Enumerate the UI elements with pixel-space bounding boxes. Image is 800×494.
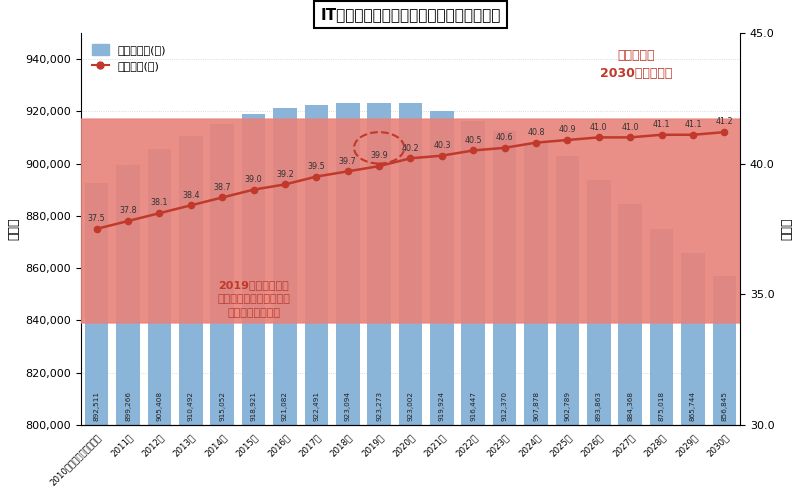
Text: 41.1: 41.1 (653, 120, 670, 129)
Bar (210, 124, 234, 494)
Text: 875,018: 875,018 (658, 391, 665, 421)
Text: 40.5: 40.5 (465, 136, 482, 145)
Bar (336, 103, 359, 494)
Text: 884,368: 884,368 (627, 391, 633, 421)
Text: 40.6: 40.6 (496, 133, 514, 142)
Text: 41.0: 41.0 (622, 123, 639, 131)
Text: 902,789: 902,789 (565, 391, 570, 421)
Text: 907,878: 907,878 (533, 391, 539, 421)
Bar (524, 143, 548, 494)
Text: 918,921: 918,921 (250, 391, 257, 421)
Text: 892,511: 892,511 (94, 391, 100, 421)
Text: 39.9: 39.9 (370, 151, 388, 161)
Text: 41.2: 41.2 (715, 118, 733, 126)
Bar (713, 276, 736, 494)
Text: 856,845: 856,845 (722, 391, 727, 421)
Text: 922,491: 922,491 (314, 391, 319, 421)
Text: 919,924: 919,924 (439, 391, 445, 421)
Text: 38.1: 38.1 (150, 199, 168, 207)
Y-axis label: （歳）: （歳） (780, 218, 793, 240)
Bar (650, 229, 674, 494)
Text: 41.0: 41.0 (590, 123, 607, 131)
Text: 39.2: 39.2 (276, 169, 294, 179)
Bar (398, 103, 422, 494)
Bar (242, 114, 266, 494)
Text: 37.8: 37.8 (119, 206, 137, 215)
Bar (273, 108, 297, 494)
Bar (681, 253, 705, 494)
Bar (430, 112, 454, 494)
Bar (367, 103, 391, 494)
Text: 39.5: 39.5 (307, 162, 326, 171)
Text: 39.7: 39.7 (339, 157, 357, 165)
Legend: 供給人材数(人), 平均年齢(歳): 供給人材数(人), 平均年齢(歳) (86, 39, 172, 77)
Bar (462, 121, 485, 494)
Text: 899,266: 899,266 (125, 391, 131, 421)
Text: 37.5: 37.5 (88, 214, 106, 223)
Text: 916,447: 916,447 (470, 391, 476, 421)
Bar (556, 156, 579, 494)
Bar (179, 136, 202, 494)
Text: 40.8: 40.8 (527, 128, 545, 137)
Bar (85, 183, 109, 494)
Y-axis label: 人材数: 人材数 (7, 218, 20, 240)
Text: 910,492: 910,492 (188, 391, 194, 421)
Title: IT人材の供給動向の予測と平均年齢の推移: IT人材の供給動向の予測と平均年齢の推移 (320, 7, 501, 22)
Text: 38.4: 38.4 (182, 191, 199, 200)
Text: 38.7: 38.7 (214, 183, 231, 192)
FancyArrow shape (0, 119, 800, 323)
Text: 923,273: 923,273 (376, 391, 382, 421)
Text: 平均年齢は
2030年まで上昇: 平均年齢は 2030年まで上昇 (600, 49, 673, 80)
Text: 40.9: 40.9 (558, 125, 576, 134)
Bar (305, 105, 328, 494)
Text: 2019年をピークに
入職率が退職率を下回り
産業人口は減少へ: 2019年をピークに 入職率が退職率を下回り 産業人口は減少へ (217, 281, 290, 319)
Text: 921,082: 921,082 (282, 391, 288, 421)
Bar (148, 149, 171, 494)
Bar (116, 165, 140, 494)
Text: 40.3: 40.3 (433, 141, 450, 150)
Text: 39.0: 39.0 (245, 175, 262, 184)
Text: 915,052: 915,052 (219, 391, 225, 421)
Text: 893,863: 893,863 (596, 391, 602, 421)
Text: 912,370: 912,370 (502, 391, 508, 421)
Text: 40.2: 40.2 (402, 144, 419, 153)
Text: 923,002: 923,002 (407, 391, 414, 421)
Bar (493, 131, 517, 494)
Text: 905,408: 905,408 (157, 391, 162, 421)
Text: 923,094: 923,094 (345, 391, 350, 421)
Text: 41.1: 41.1 (684, 120, 702, 129)
Text: 865,744: 865,744 (690, 391, 696, 421)
Bar (587, 179, 610, 494)
Bar (618, 205, 642, 494)
